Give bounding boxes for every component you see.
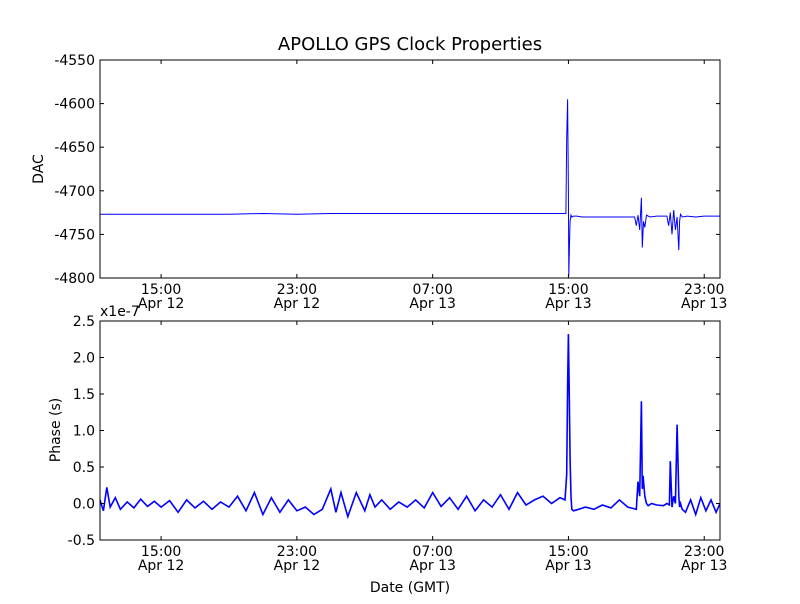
- top-x-tick-label-date: Apr 13: [681, 296, 727, 312]
- bottom-y-tick-label: 1.0: [73, 424, 95, 440]
- top-axes-frame: [99, 59, 721, 279]
- bottom-x-tick-label-date: Apr 12: [274, 558, 320, 574]
- top-y-tick-label: -4550: [54, 53, 95, 69]
- bottom-x-tick-label-time: 23:00: [684, 544, 724, 560]
- x-axis-label: Date (GMT): [370, 580, 450, 596]
- bottom-x-tick-label-date: Apr 12: [138, 558, 184, 574]
- y-scale-offset-label: x1e-7: [100, 304, 140, 320]
- top-x-tick-label-date: Apr 13: [409, 296, 455, 312]
- top-x-tick-label-time: 15:00: [548, 282, 588, 298]
- top-y-tick-label: -4750: [54, 227, 95, 243]
- bottom-y-tick-label: 1.5: [73, 387, 95, 403]
- bottom-x-tick-label-date: Apr 13: [681, 558, 727, 574]
- bottom-x-tick-label-time: 07:00: [412, 544, 452, 560]
- top-series-line-dac: [100, 99, 720, 277]
- top-x-tick-label-date: Apr 12: [274, 296, 320, 312]
- top-x-tick-label-time: 23:00: [684, 282, 724, 298]
- top-y-tick-label: -4650: [54, 140, 95, 156]
- bottom-y-tick-label: 2.0: [73, 351, 95, 367]
- top-x-tick-label-date: Apr 12: [138, 296, 184, 312]
- top-y-tick-label: -4800: [54, 271, 95, 287]
- top-x-tick-label-time: 15:00: [141, 282, 181, 298]
- bottom-x-tick-label-time: 15:00: [548, 544, 588, 560]
- bottom-series-line-phase: [99, 334, 721, 520]
- bottom-x-tick-label-time: 15:00: [141, 544, 181, 560]
- top-y-axis-label: DAC: [31, 154, 47, 184]
- bottom-x-tick-label-date: Apr 13: [545, 558, 591, 574]
- bottom-y-tick-label: 2.5: [73, 314, 95, 330]
- top-x-tick-label-date: Apr 13: [545, 296, 591, 312]
- top-y-tick-label: -4700: [54, 184, 95, 200]
- bottom-x-tick-label-time: 23:00: [277, 544, 317, 560]
- top-y-tick-label: -4600: [54, 97, 95, 113]
- bottom-y-tick-label: 0.5: [73, 460, 95, 476]
- chart-title: APOLLO GPS Clock Properties: [278, 34, 542, 55]
- bottom-y-tick-label: -0.5: [68, 533, 95, 549]
- top-x-tick-label-time: 23:00: [277, 282, 317, 298]
- top-x-tick-label-time: 07:00: [412, 282, 452, 298]
- bottom-y-tick-label: 0.0: [73, 497, 95, 513]
- bottom-x-tick-label-date: Apr 13: [409, 558, 455, 574]
- bottom-y-axis-label: Phase (s): [48, 398, 64, 462]
